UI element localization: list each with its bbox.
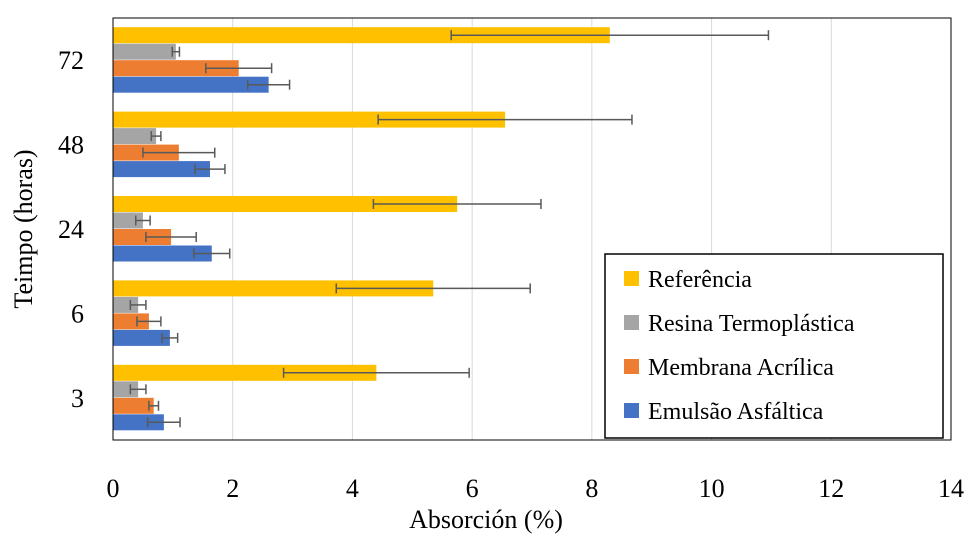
bar bbox=[113, 229, 172, 245]
x-tick-label: 0 bbox=[107, 474, 120, 503]
y-axis-title: Teimpo (horas) bbox=[9, 149, 38, 308]
x-axis-title: Absorción (%) bbox=[409, 505, 563, 534]
legend-label: Membrana Acrílica bbox=[648, 355, 834, 381]
x-tick-label: 2 bbox=[226, 474, 239, 503]
x-tick-label: 12 bbox=[818, 474, 844, 503]
bar bbox=[113, 128, 157, 145]
bar bbox=[113, 245, 212, 262]
legend-swatch bbox=[624, 403, 639, 418]
bar bbox=[113, 60, 239, 77]
x-tick-labels: 0 2 4 6 8 10 12 14 bbox=[107, 474, 965, 503]
bar bbox=[113, 313, 149, 330]
y-tick-label: 24 bbox=[58, 215, 84, 244]
bar bbox=[113, 364, 377, 381]
legend-swatch bbox=[624, 271, 639, 286]
y-tick-label: 3 bbox=[71, 384, 84, 413]
bar bbox=[113, 111, 506, 128]
bar bbox=[113, 27, 610, 44]
legend-frame bbox=[604, 253, 944, 439]
legend-label: Emulsão Asfáltica bbox=[648, 399, 824, 425]
bar bbox=[113, 381, 139, 398]
legend-swatch bbox=[624, 315, 639, 330]
bar bbox=[113, 414, 164, 431]
x-tick-label: 8 bbox=[585, 474, 598, 503]
x-tick-label: 14 bbox=[938, 474, 964, 503]
bar bbox=[113, 296, 139, 313]
y-tick-label: 6 bbox=[71, 299, 84, 328]
bar bbox=[113, 196, 458, 212]
bar bbox=[113, 43, 176, 60]
legend: Referência Resina Termoplástica Membrana A… bbox=[604, 253, 944, 439]
y-tick-labels: 3 6 24 48 72 bbox=[58, 46, 84, 413]
legend-label: Resina Termoplástica bbox=[648, 311, 855, 337]
bar bbox=[113, 280, 434, 297]
bar bbox=[113, 161, 210, 178]
legend-label: Referência bbox=[648, 267, 752, 293]
error-bars bbox=[129, 30, 770, 428]
x-tick-label: 10 bbox=[699, 474, 725, 503]
bars bbox=[113, 27, 610, 431]
bar bbox=[113, 397, 154, 414]
legend-swatch bbox=[624, 359, 639, 374]
y-tick-label: 72 bbox=[58, 46, 84, 75]
y-tick-label: 48 bbox=[58, 131, 84, 160]
bar bbox=[113, 329, 170, 346]
plot-area-frame bbox=[112, 17, 952, 441]
x-tick-label: 4 bbox=[346, 474, 359, 503]
x-tick-label: 6 bbox=[466, 474, 479, 503]
bar bbox=[113, 76, 269, 93]
